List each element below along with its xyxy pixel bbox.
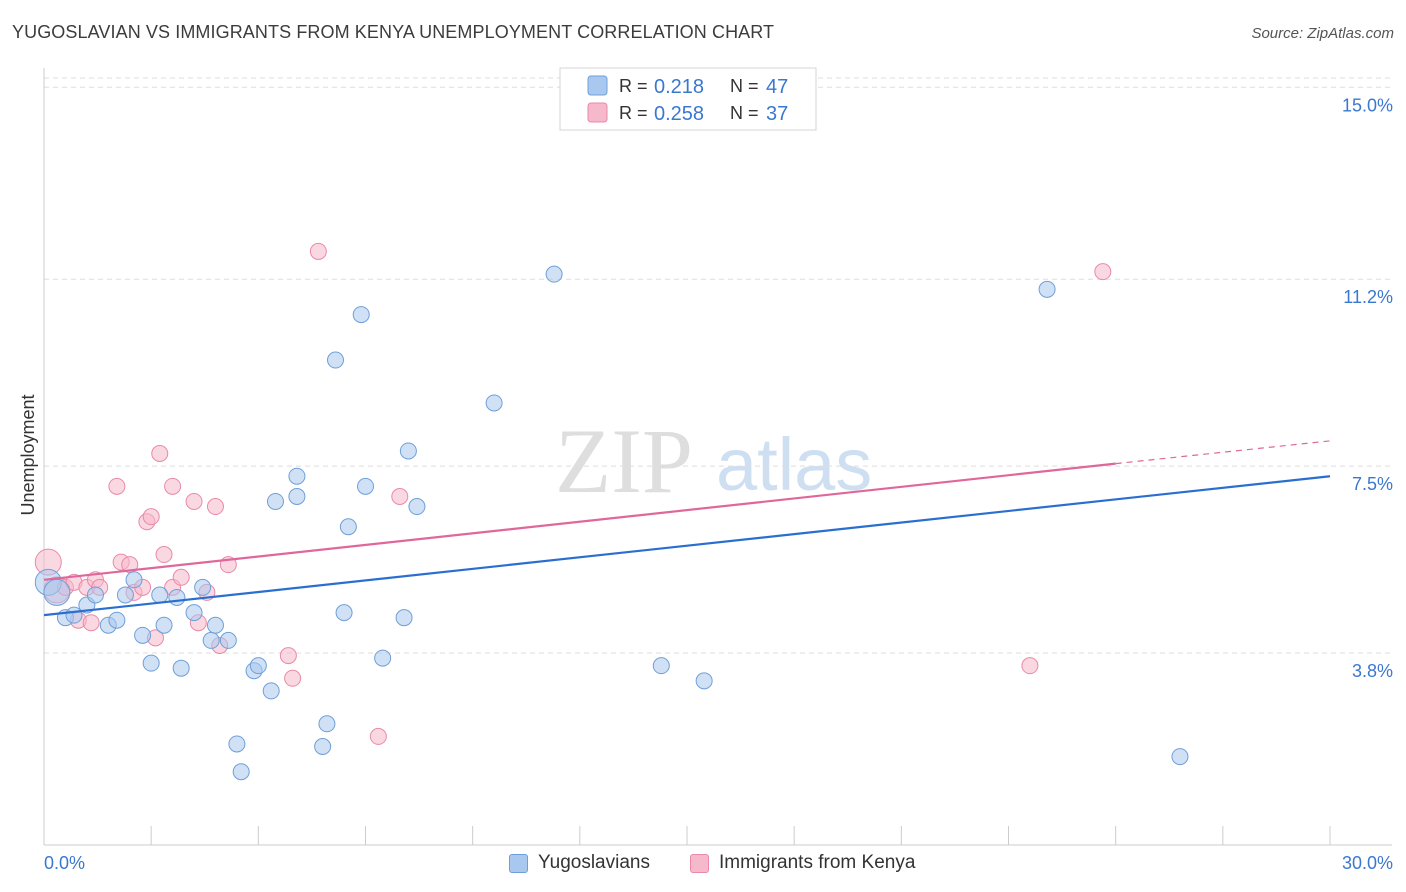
watermark-zip: ZIP [555, 410, 693, 512]
yugoslavian-point [339, 518, 357, 536]
y-tick-label-11-2: 11.2% [1343, 287, 1393, 307]
yugoslavian-point [168, 588, 186, 606]
kenya-point [108, 477, 126, 495]
legend-r-value-2: 0.258 [654, 103, 704, 125]
chart-title: YUGOSLAVIAN VS IMMIGRANTS FROM KENYA UNE… [12, 22, 775, 42]
yugoslavian-point [485, 394, 503, 412]
y-tick-label-7-5: 7.5% [1352, 474, 1393, 494]
kenya-point [185, 492, 203, 510]
kenya-trend-line [43, 462, 1116, 581]
yugoslavian-point [357, 477, 374, 495]
trend-lines [43, 440, 1331, 617]
yugoslavian-point [65, 606, 83, 624]
yugoslavian-point [202, 631, 220, 649]
yugoslavian-point [318, 715, 336, 733]
kenya-point [172, 568, 190, 586]
x-tick-label-0: 0.0% [44, 853, 85, 873]
legend-n-value-2: 37 [766, 103, 788, 125]
legend-r-value-1: 0.218 [654, 76, 704, 98]
yugoslavian-point [695, 672, 713, 690]
legend-r-label-1: R = [619, 76, 648, 96]
yugoslavian-point [151, 586, 169, 604]
yugoslavian-point [408, 498, 426, 516]
yugoslavian-point [652, 657, 670, 675]
legend-swatch-blue [587, 75, 608, 96]
y-tick-label-3-8: 3.8% [1352, 661, 1393, 681]
yugoslavian-point [108, 611, 126, 629]
legend-label-kenya: Immigrants from Kenya [719, 852, 916, 873]
yugoslavian-point [326, 351, 344, 369]
yugoslavian-point [86, 586, 104, 604]
yugoslavian-point [185, 604, 203, 622]
yugoslavian-point [125, 571, 143, 589]
yugoslavian-point [266, 492, 284, 510]
yugoslavian-point [206, 616, 224, 634]
legend-swatch-pink [587, 102, 608, 123]
legend-n-label-2: N = [730, 103, 759, 123]
x-tick-label-30: 30.0% [1342, 853, 1393, 873]
kenya-point [1094, 263, 1112, 281]
legend-label-yugoslavians: Yugoslavians [538, 852, 650, 873]
y-tick-label-15-0: 15.0% [1342, 95, 1393, 115]
kenya-point [391, 487, 409, 505]
kenya-point [279, 647, 297, 665]
legend-n-value-1: 47 [766, 76, 788, 98]
yugoslavian-point [43, 578, 71, 606]
yugoslavian-point [249, 657, 267, 675]
yugoslavian-point [1038, 280, 1056, 298]
y-axis-label: Unemployment [18, 394, 38, 515]
axes [43, 68, 1392, 846]
gridlines [44, 77, 1392, 654]
yugoslavian-point [1171, 748, 1189, 766]
yugoslavians-swatch [509, 853, 528, 873]
yugoslavian-point [116, 586, 134, 604]
yugoslavian-point [232, 763, 250, 781]
kenya-point [1021, 657, 1039, 675]
kenya-point [142, 508, 160, 526]
yugoslavian-point [228, 735, 246, 753]
kenya-point [155, 546, 173, 564]
yugoslavian-point [219, 631, 237, 649]
kenya-point [309, 242, 327, 260]
yugoslavian-point [545, 265, 563, 283]
yugoslavian-points [34, 265, 1189, 781]
kenya-point [206, 498, 224, 516]
kenya-trend-extension [1115, 440, 1331, 465]
yugoslavian-point [172, 659, 190, 677]
legend-item-yugoslavians: Yugoslavians [509, 852, 650, 874]
legend-item-kenya: Immigrants from Kenya [690, 852, 915, 874]
yugoslavian-point [194, 578, 212, 596]
yugoslavian-point [262, 682, 280, 700]
source-label: Source: ZipAtlas.com [1251, 25, 1394, 42]
yugoslavian-point [374, 649, 392, 667]
kenya-point [369, 727, 387, 745]
tick-labels: 0.0% 30.0% 3.8% 7.5% 11.2% 15.0% [44, 95, 1393, 873]
yugoslavian-point [395, 609, 413, 627]
legend-r-label-2: R = [619, 103, 648, 123]
yugoslavian-point [288, 467, 306, 485]
kenya-point [82, 614, 100, 632]
correlation-legend: R = 0.218 N = 47 R = 0.258 N = 37 [559, 67, 817, 131]
yugoslavian-point [155, 616, 173, 634]
yugoslavian-point [314, 737, 332, 755]
yugoslavian-point [335, 604, 353, 622]
yugoslavian-point [352, 306, 370, 324]
legend-n-label-1: N = [730, 76, 759, 96]
yugoslavian-point [288, 487, 306, 505]
yugoslavian-trend-line [43, 475, 1331, 617]
kenya-point [284, 669, 302, 687]
series-legend: Yugoslavians Immigrants from Kenya [0, 852, 1406, 878]
kenya-point [164, 477, 182, 495]
kenya-point [151, 445, 169, 462]
kenya-swatch [690, 853, 709, 873]
yugoslavian-point [142, 654, 160, 672]
yugoslavian-point [134, 626, 152, 644]
yugoslavian-point [399, 442, 417, 460]
